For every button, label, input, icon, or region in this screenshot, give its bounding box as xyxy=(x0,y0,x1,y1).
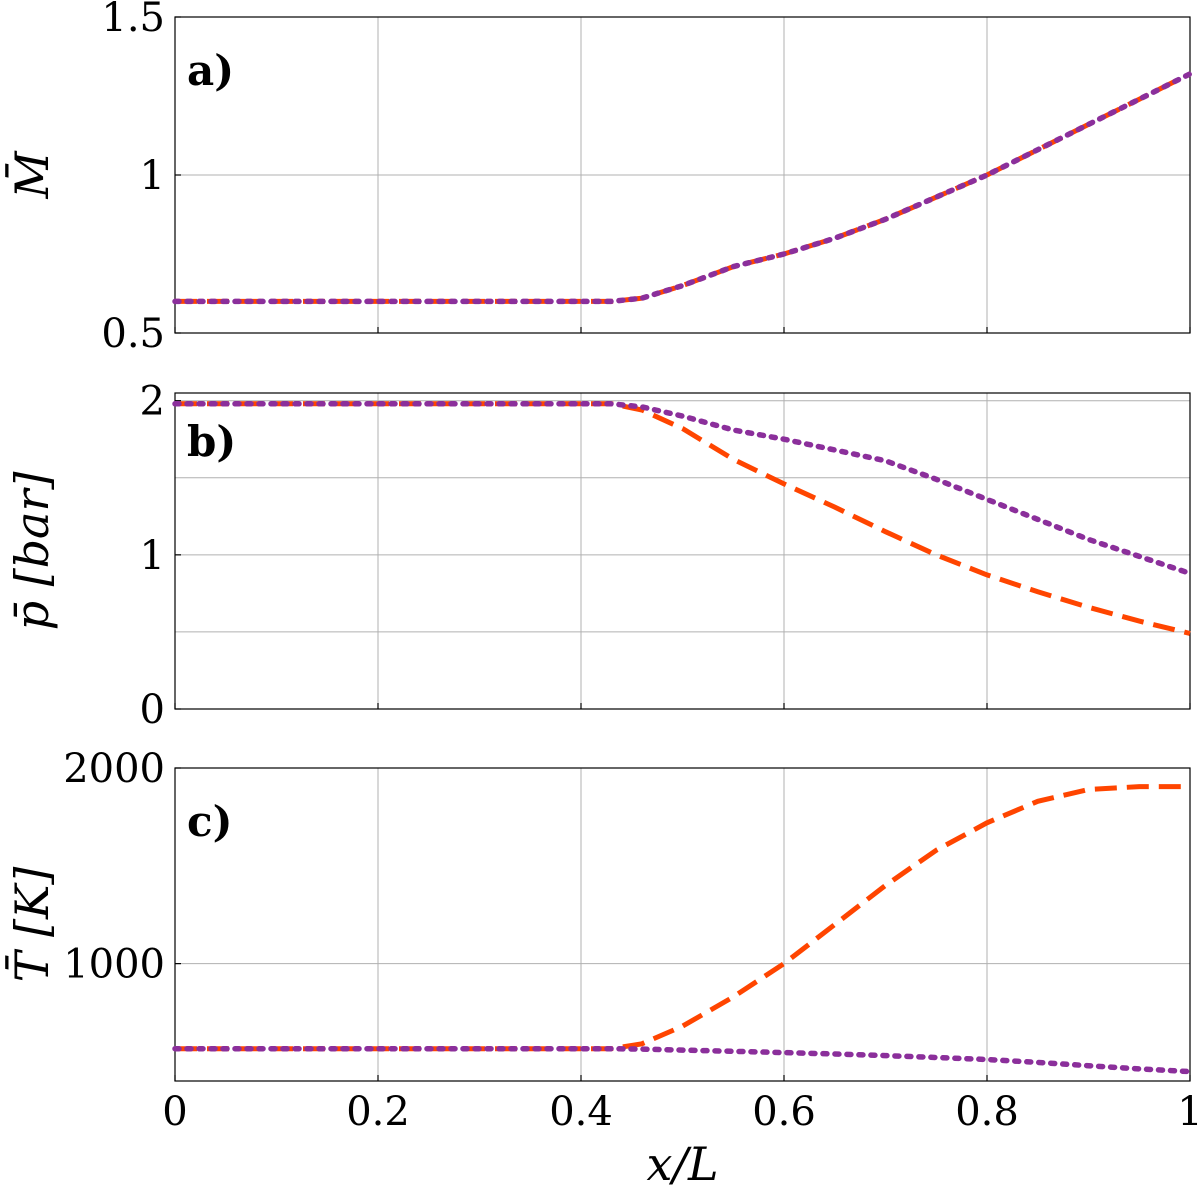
x-tick-label: 0.4 xyxy=(549,1089,613,1135)
panel-3: 1000 2000 0 0.2 0.4 0.6 0.8 1 c) T̄ [K] x/L xyxy=(4,746,1200,1191)
x-tick-label: 1 xyxy=(1177,1089,1200,1135)
series-line-dotted xyxy=(172,71,1193,305)
y-tick-label: 2 xyxy=(140,379,165,425)
y-tick-label: 1 xyxy=(140,533,165,579)
plot-frame xyxy=(174,392,1191,710)
y-tick-label: 0 xyxy=(140,687,165,733)
x-tick-label: 0.8 xyxy=(955,1089,1019,1135)
y-tick-label: 1000 xyxy=(63,942,165,988)
x-tick-label: 0.6 xyxy=(752,1089,816,1135)
panel-label: b) xyxy=(187,417,236,466)
y-tick-label: 0.5 xyxy=(101,311,165,357)
series-line-dashed xyxy=(175,784,1190,1052)
panel-label: a) xyxy=(187,46,234,95)
x-tick-label: 0.2 xyxy=(346,1089,410,1135)
panel-2: 0 1 2 b) p̄ [bar] xyxy=(5,379,1193,733)
y-tick-label: 2000 xyxy=(63,746,165,792)
series-line-dashed xyxy=(175,401,1191,636)
x-axis-label: x/L xyxy=(647,1137,719,1191)
series-line-dashed xyxy=(175,71,1192,304)
panel-1: 0.5 1 1.5 a) M̄ xyxy=(4,0,1193,357)
y-tick-label: 1 xyxy=(140,153,165,199)
y-tick-label: 1.5 xyxy=(101,0,165,41)
y-axis-label: p̄ [bar] xyxy=(5,472,59,631)
plot-frame xyxy=(174,767,1191,1082)
y-axis-label: M̄ xyxy=(4,150,59,200)
x-tick-label: 0 xyxy=(162,1089,187,1135)
series-line-dotted xyxy=(172,1045,1193,1075)
panel-label: c) xyxy=(187,797,232,846)
series-line-dotted xyxy=(172,401,1193,577)
y-axis-label: T̄ [K] xyxy=(4,867,59,983)
